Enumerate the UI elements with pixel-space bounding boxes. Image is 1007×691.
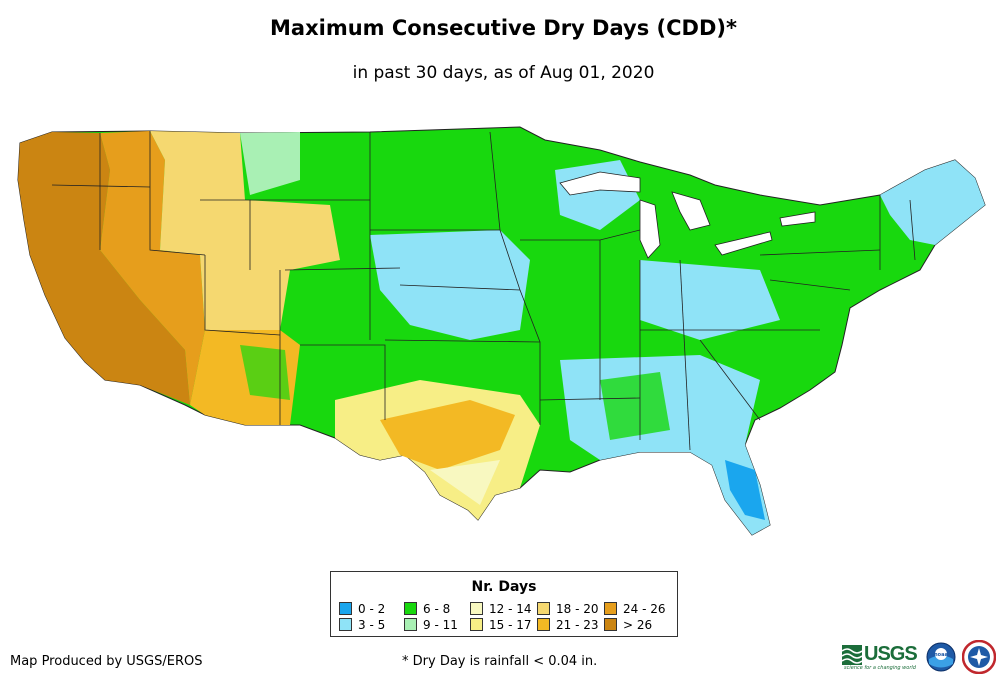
legend-item: 0 - 2 — [339, 602, 385, 616]
legend-label: 18 - 20 — [556, 602, 599, 616]
lake-michigan — [639, 199, 661, 259]
legend: Nr. Days 0 - 2 3 - 5 6 - 8 9 - 11 12 - 1… — [330, 571, 678, 637]
region-intermountain — [150, 131, 340, 330]
cdd-map — [17, 126, 986, 536]
region-northeast — [880, 160, 985, 245]
legend-item: 9 - 11 — [404, 618, 458, 632]
legend-item: 24 - 26 — [604, 602, 666, 616]
region-texas-light — [430, 460, 500, 505]
legend-swatch — [604, 602, 617, 615]
region-pacific-coast — [18, 132, 190, 405]
legend-label: 15 - 17 — [489, 618, 532, 632]
noaa-wordmark: noaa — [934, 652, 948, 658]
legend-label: 0 - 2 — [358, 602, 386, 616]
legend-item: 12 - 14 — [470, 602, 532, 616]
lake-ontario — [779, 211, 816, 227]
legend-label: > 26 — [623, 618, 653, 632]
legend-label: 3 - 5 — [358, 618, 386, 632]
noaa-logo-icon: noaa — [926, 642, 956, 672]
region-se-green — [600, 372, 670, 440]
legend-swatch — [537, 602, 550, 615]
nws-logo-icon — [962, 640, 996, 674]
map-subtitle: in past 30 days, as of Aug 01, 2020 — [352, 63, 655, 83]
legend-label: 12 - 14 — [489, 602, 532, 616]
region-florida-wet — [725, 460, 765, 520]
legend-swatch — [404, 618, 417, 631]
legend-item: > 26 — [604, 618, 652, 632]
usgs-logo: USGS science for a changing world — [842, 643, 920, 671]
map-title: Maximum Consecutive Dry Days (CDD)* — [270, 16, 737, 40]
lake-erie — [714, 231, 773, 256]
usgs-wordmark: USGS — [864, 643, 918, 665]
region-texas-core — [380, 400, 515, 470]
legend-swatch — [604, 618, 617, 631]
legend-swatch — [470, 602, 483, 615]
legend-item: 21 - 23 — [537, 618, 599, 632]
legend-label: 24 - 26 — [623, 602, 666, 616]
legend-label: 21 - 23 — [556, 618, 599, 632]
footnote-text: * Dry Day is rainfall < 0.04 in. — [402, 654, 598, 669]
usgs-tagline: science for a changing world — [844, 665, 916, 671]
usgs-wave-icon — [842, 645, 862, 665]
region-southeast — [560, 355, 770, 535]
region-sw-mix — [240, 345, 290, 400]
region-great-basin — [100, 131, 205, 405]
region-central-plains — [370, 230, 530, 340]
legend-swatch — [537, 618, 550, 631]
lake-superior — [559, 171, 641, 196]
legend-title: Nr. Days — [471, 579, 537, 595]
legend-swatch — [339, 602, 352, 615]
legend-label: 9 - 11 — [423, 618, 458, 632]
legend-item: 18 - 20 — [537, 602, 599, 616]
region-ohio-valley — [640, 260, 780, 340]
state-borders — [51, 131, 916, 451]
legend-swatch — [339, 618, 352, 631]
credit-text: Map Produced by USGS/EROS — [10, 654, 203, 669]
region-northern-rockies — [240, 132, 300, 195]
legend-item: 6 - 8 — [404, 602, 450, 616]
lake-huron — [671, 191, 711, 231]
legend-swatch — [470, 618, 483, 631]
legend-swatch — [404, 602, 417, 615]
legend-label: 6 - 8 — [423, 602, 451, 616]
legend-item: 3 - 5 — [339, 618, 385, 632]
legend-item: 15 - 17 — [470, 618, 532, 632]
